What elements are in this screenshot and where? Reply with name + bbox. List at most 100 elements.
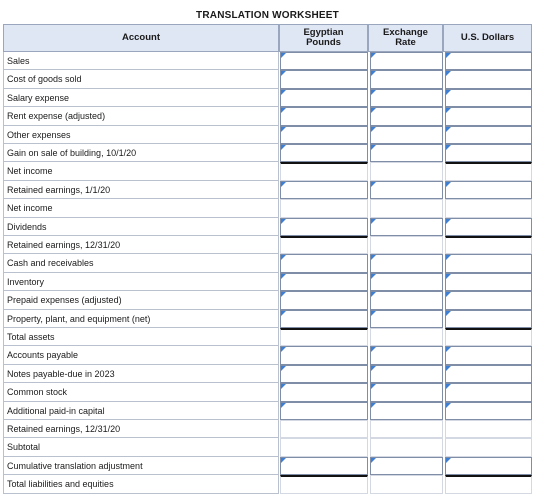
us-dollars-cell[interactable] xyxy=(445,309,532,328)
egyptian-pounds-cell[interactable] xyxy=(280,309,368,328)
us-dollars-cell[interactable] xyxy=(445,346,532,365)
egyptian-pounds-cell[interactable] xyxy=(280,180,368,200)
us-dollars-cell[interactable] xyxy=(445,364,532,384)
egyptian-pounds-cell[interactable] xyxy=(280,88,368,108)
exchange-rate-cell[interactable] xyxy=(370,383,443,402)
table-row: Retained earnings, 12/31/20 xyxy=(3,420,532,439)
translation-worksheet-table: Account Egyptian Pounds Exchange Rate U.… xyxy=(3,24,532,494)
account-label: Cash and receivables xyxy=(3,254,279,273)
us-dollars-cell[interactable] xyxy=(445,254,532,273)
worksheet-title: TRANSLATION WORKSHEET xyxy=(196,10,339,21)
us-dollars-cell[interactable] xyxy=(445,70,532,89)
egyptian-pounds-cell xyxy=(280,162,368,181)
exchange-rate-cell[interactable] xyxy=(370,401,443,420)
account-label: Common stock xyxy=(3,383,279,402)
us-dollars-cell[interactable] xyxy=(445,144,532,163)
exchange-rate-cell[interactable] xyxy=(370,254,443,273)
egyptian-pounds-cell[interactable] xyxy=(280,401,368,420)
exchange-rate-cell xyxy=(370,475,443,494)
exchange-rate-cell[interactable] xyxy=(370,144,443,163)
exchange-rate-cell[interactable] xyxy=(370,180,443,200)
us-dollars-cell xyxy=(445,199,532,218)
us-dollars-cell[interactable] xyxy=(445,180,532,200)
us-dollars-cell[interactable] xyxy=(445,217,532,236)
egyptian-pounds-cell[interactable] xyxy=(280,383,368,402)
exchange-rate-cell[interactable] xyxy=(370,107,443,126)
account-label: Net income xyxy=(3,162,279,181)
table-row: Property, plant, and equipment (net) xyxy=(3,309,532,328)
egyptian-pounds-cell[interactable] xyxy=(280,125,368,144)
us-dollars-cell[interactable] xyxy=(445,52,532,71)
egyptian-pounds-cell[interactable] xyxy=(280,346,368,365)
exchange-rate-cell[interactable] xyxy=(370,217,443,236)
us-dollars-cell[interactable] xyxy=(445,401,532,420)
egyptian-pounds-cell[interactable] xyxy=(280,217,368,236)
exchange-rate-cell[interactable] xyxy=(370,364,443,384)
exchange-rate-cell xyxy=(370,438,443,457)
egyptian-pounds-cell xyxy=(280,236,368,255)
egyptian-pounds-cell xyxy=(280,328,368,347)
us-dollars-cell xyxy=(445,162,532,181)
exchange-rate-cell[interactable] xyxy=(370,70,443,89)
us-dollars-cell xyxy=(445,236,532,255)
account-label: Retained earnings, 1/1/20 xyxy=(3,180,279,200)
table-row: Rent expense (adjusted) xyxy=(3,107,532,126)
account-label: Property, plant, and equipment (net) xyxy=(3,309,279,328)
egyptian-pounds-cell[interactable] xyxy=(280,291,368,310)
table-row: Salary expense xyxy=(3,88,532,108)
egyptian-pounds-cell[interactable] xyxy=(280,254,368,273)
account-label: Total liabilities and equities xyxy=(3,475,279,494)
exchange-rate-cell xyxy=(370,236,443,255)
account-label: Rent expense (adjusted) xyxy=(3,107,279,126)
us-dollars-cell xyxy=(445,438,532,457)
exchange-rate-cell[interactable] xyxy=(370,346,443,365)
table-row: Retained earnings, 12/31/20 xyxy=(3,236,532,255)
egyptian-pounds-cell xyxy=(280,199,368,218)
exchange-rate-cell xyxy=(370,328,443,347)
exchange-rate-cell[interactable] xyxy=(370,309,443,328)
table-row: Common stock xyxy=(3,383,532,402)
table-row: Prepaid expenses (adjusted) xyxy=(3,291,532,310)
egyptian-pounds-cell[interactable] xyxy=(280,52,368,71)
exchange-rate-cell[interactable] xyxy=(370,52,443,71)
exchange-rate-cell[interactable] xyxy=(370,125,443,144)
table-row: Net income xyxy=(3,199,532,218)
account-label: Sales xyxy=(3,52,279,71)
egyptian-pounds-column-header: Egyptian Pounds xyxy=(279,24,368,52)
table-row: Inventory xyxy=(3,272,532,292)
exchange-rate-cell[interactable] xyxy=(370,88,443,108)
exchange-rate-column-header: Exchange Rate xyxy=(368,24,443,52)
us-dollars-cell xyxy=(445,420,532,439)
table-row: Accounts payable xyxy=(3,346,532,365)
exchange-rate-cell[interactable] xyxy=(370,456,443,476)
account-label: Dividends xyxy=(3,217,279,236)
exchange-rate-cell[interactable] xyxy=(370,272,443,292)
table-row: Sales xyxy=(3,52,532,71)
egyptian-pounds-cell[interactable] xyxy=(280,272,368,292)
us-dollars-cell[interactable] xyxy=(445,272,532,292)
us-dollars-cell[interactable] xyxy=(445,125,532,144)
us-dollars-cell[interactable] xyxy=(445,88,532,108)
table-row: Net income xyxy=(3,162,532,181)
us-dollars-cell[interactable] xyxy=(445,107,532,126)
egyptian-pounds-cell[interactable] xyxy=(280,144,368,163)
egyptian-pounds-cell[interactable] xyxy=(280,456,368,476)
egyptian-pounds-cell[interactable] xyxy=(280,364,368,384)
table-row: Notes payable-due in 2023 xyxy=(3,364,532,384)
account-label: Total assets xyxy=(3,328,279,347)
account-label: Inventory xyxy=(3,272,279,292)
table-row: Dividends xyxy=(3,217,532,236)
account-label: Notes payable-due in 2023 xyxy=(3,364,279,384)
table-row: Cumulative translation adjustment xyxy=(3,456,532,476)
us-dollars-cell[interactable] xyxy=(445,383,532,402)
account-label: Salary expense xyxy=(3,88,279,108)
exchange-rate-cell[interactable] xyxy=(370,291,443,310)
egyptian-pounds-cell[interactable] xyxy=(280,107,368,126)
account-label: Retained earnings, 12/31/20 xyxy=(3,420,279,439)
table-row: Cash and receivables xyxy=(3,254,532,273)
table-row: Total assets xyxy=(3,328,532,347)
us-dollars-column-header: U.S. Dollars xyxy=(443,24,532,52)
egyptian-pounds-cell[interactable] xyxy=(280,70,368,89)
us-dollars-cell[interactable] xyxy=(445,291,532,310)
us-dollars-cell[interactable] xyxy=(445,456,532,476)
